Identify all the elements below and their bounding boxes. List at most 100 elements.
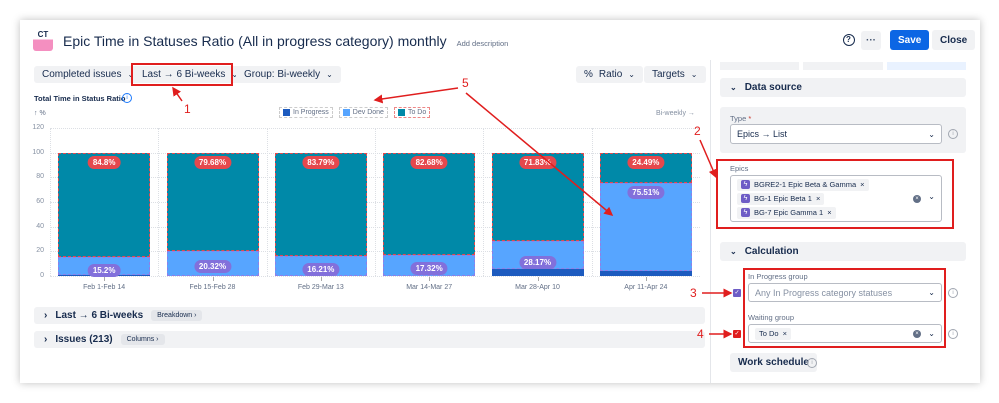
todo-data-label: 82.68% <box>410 155 448 169</box>
epic-chip: ϟ BG-1 Epic Beta 1 × <box>737 192 825 205</box>
remove-icon[interactable]: × <box>827 208 832 217</box>
remove-icon[interactable]: × <box>860 180 865 189</box>
close-button[interactable]: Close <box>932 30 976 50</box>
annotation-box-3 <box>743 268 946 348</box>
chevron-down-icon: ⌄ <box>730 83 737 92</box>
chevron-down-icon[interactable]: ⌄ <box>928 329 935 338</box>
annotation-number-2: 2 <box>694 124 701 138</box>
annotation-box-2 <box>716 159 954 229</box>
x-tick <box>645 277 647 281</box>
todo-data-label: 83.79% <box>302 155 340 169</box>
in-progress-select[interactable]: Any In Progress category statuses ⌄ <box>748 283 942 302</box>
chevron-right-icon: › <box>44 334 48 345</box>
x-tick <box>212 277 214 281</box>
x-tick <box>320 277 322 281</box>
clear-icon[interactable]: × <box>913 330 921 338</box>
x-tick-label: Mar 14-Mar 27 <box>406 284 453 291</box>
remove-icon[interactable]: × <box>782 329 787 338</box>
gridline-vertical <box>266 128 268 276</box>
calculation-header[interactable]: ⌄ Calculation <box>720 242 966 261</box>
title-row: Epic Time in Statuses Ratio (All in prog… <box>63 33 508 49</box>
legend-item-dev-done[interactable]: Dev Done <box>338 107 388 118</box>
gridline <box>50 276 700 277</box>
add-description-link[interactable]: Add description <box>456 39 509 48</box>
chevron-down-icon: ⌄ <box>928 288 935 297</box>
in-progress-label: In Progress group <box>748 272 808 281</box>
chevron-down-icon[interactable]: ⌄ <box>928 192 935 201</box>
todo-data-label: 79.68% <box>193 155 232 169</box>
annotation-number-5: 5 <box>462 76 469 90</box>
epic-icon: ϟ <box>741 180 750 189</box>
save-button[interactable]: Save <box>890 30 930 50</box>
info-icon[interactable]: i <box>948 329 958 339</box>
percent-icon: % <box>584 69 593 80</box>
waiting-select[interactable]: To Do × × ⌄ <box>748 324 942 343</box>
chevron-right-icon: › <box>44 310 48 321</box>
info-icon[interactable]: i <box>807 358 817 368</box>
devdone-data-label: 20.32% <box>193 260 232 274</box>
in-progress-checkbox[interactable]: ✓ <box>733 289 741 297</box>
columns-button[interactable]: Columns › <box>120 334 165 345</box>
waiting-label: Waiting group <box>748 313 794 322</box>
targets-dropdown[interactable]: Targets ⌄ <box>644 66 706 83</box>
legend: In Progress Dev Done To Do <box>279 107 431 118</box>
epics-select[interactable]: ϟ BGRE2-1 Epic Beta & Gamma × ϟ BG-1 Epic B… <box>730 175 942 222</box>
info-icon[interactable]: i <box>948 129 958 139</box>
completed-issues-dropdown[interactable]: Completed issues ⌄ <box>34 66 143 83</box>
data-source-header[interactable]: ⌄ Data source <box>720 78 966 97</box>
legend-item-in-progress[interactable]: In Progress <box>279 107 333 118</box>
gridline-vertical <box>591 128 593 276</box>
type-label: Type * <box>730 114 752 123</box>
bar-in-progress <box>491 268 584 276</box>
x-tick-label: Apr 11-Apr 24 <box>624 284 668 291</box>
info-icon[interactable]: i <box>948 288 958 298</box>
chart-type-tabs[interactable] <box>720 62 966 70</box>
chevron-down-icon: ⌄ <box>628 70 635 79</box>
y-tick-label: 80 <box>36 173 44 181</box>
x-tick-label: Feb 1-Feb 14 <box>83 284 126 291</box>
type-select[interactable]: Epics → List ⌄ <box>730 124 942 144</box>
help-button[interactable]: ? <box>840 31 857 48</box>
legend-item-to-do[interactable]: To Do <box>393 107 431 118</box>
more-button[interactable]: ··· <box>861 31 881 50</box>
devdone-data-label: 16.21% <box>302 263 340 276</box>
range-dropdown[interactable]: Last → 6 Bi-weeks ⌄ <box>134 66 247 83</box>
x-tick-label: Mar 28-Apr 10 <box>515 284 560 291</box>
chevron-down-icon: ⌄ <box>928 129 935 139</box>
chevron-down-icon: ⌄ <box>231 70 239 79</box>
chevron-down-icon: ⌄ <box>326 70 333 79</box>
waiting-checkbox[interactable]: ✓ <box>733 330 741 338</box>
x-tick <box>104 277 106 281</box>
devdone-data-label: 75.51% <box>627 185 665 199</box>
ratio-dropdown[interactable]: % Ratio ⌄ <box>576 66 643 83</box>
status-chip: To Do × <box>755 327 791 340</box>
devdone-data-label: 17.32% <box>410 262 448 276</box>
annotation-number-1: 1 <box>184 102 191 116</box>
y-axis-label: ↑ % <box>34 110 46 117</box>
group-dropdown[interactable]: Group: Bi-weekly ⌄ <box>236 66 341 83</box>
x-tick-label: Feb 15-Feb 28 <box>189 284 236 291</box>
devdone-data-label: 15.2% <box>87 263 121 277</box>
bar-to-do <box>166 152 259 251</box>
work-schedule-button[interactable]: Work schedule <box>730 353 817 372</box>
info-icon[interactable]: i <box>122 93 132 103</box>
clear-icon[interactable]: × <box>913 195 921 203</box>
issues-section[interactable]: › Issues (213) Columns › <box>34 331 705 348</box>
epic-icon: ϟ <box>741 208 750 217</box>
bar-to-do <box>383 152 476 255</box>
x-tick <box>537 277 539 281</box>
chevron-down-icon: ⌄ <box>730 247 737 256</box>
epic-chip: ϟ BGRE2-1 Epic Beta & Gamma × <box>737 178 869 191</box>
gridline-vertical <box>375 128 376 276</box>
bar-to-do <box>58 152 151 258</box>
legend-swatch <box>397 109 405 116</box>
epic-chip: ϟ BG-7 Epic Gamma 1 × <box>737 206 836 219</box>
remove-icon[interactable]: × <box>815 194 821 203</box>
x-tick <box>429 277 431 281</box>
chart-title: Total Time in Status Ratio <box>34 94 126 103</box>
breakdown-button[interactable]: Breakdown › <box>151 310 203 321</box>
breakdown-section[interactable]: › Last → 6 Bi-weeks Breakdown › <box>34 307 705 324</box>
y-tick-label: 100 <box>32 148 44 156</box>
x-axis-label: Bi-weekly → <box>656 110 695 117</box>
